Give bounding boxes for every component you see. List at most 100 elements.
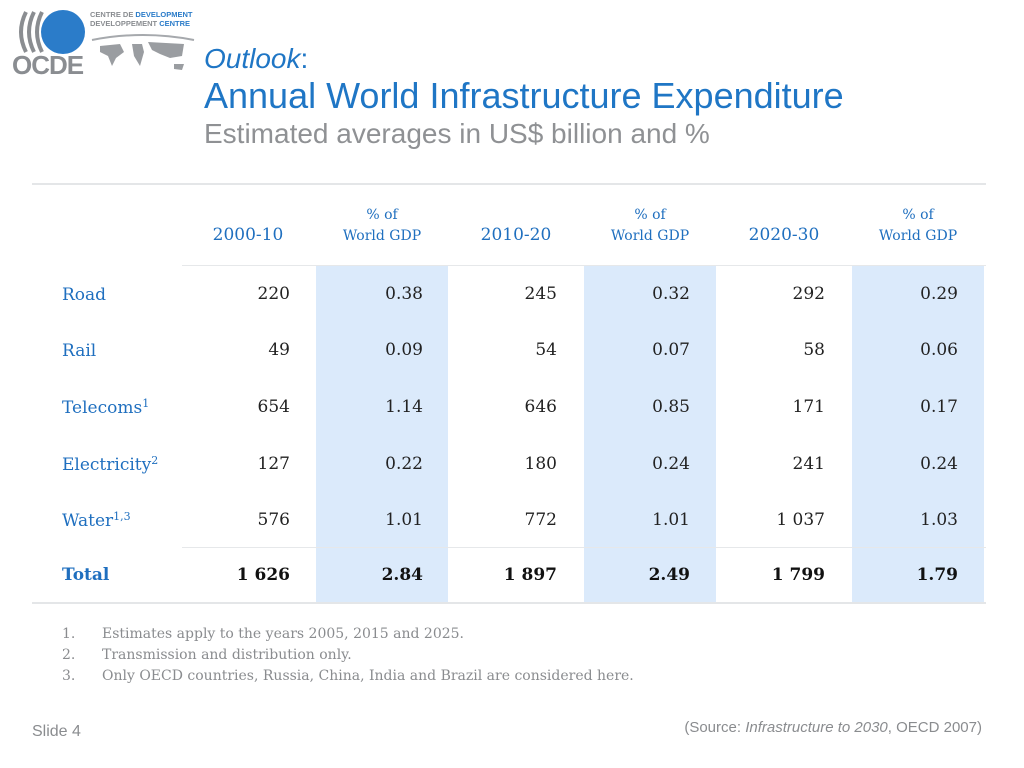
- logo-line1b: DEVELOPMENT: [135, 10, 193, 19]
- total-cell: 1 799: [771, 565, 825, 585]
- table-cell: 245: [524, 284, 557, 304]
- table-cell: 58: [803, 340, 825, 360]
- header-line2: World GDP: [610, 228, 690, 244]
- table-cell: 654: [257, 397, 290, 417]
- row-label-text: Electricity: [62, 455, 152, 475]
- total-cell: 1 626: [236, 565, 290, 585]
- table-cell: 0.09: [385, 340, 423, 360]
- total-row-label: Total: [62, 565, 109, 585]
- footnote: 3. Only OECD countries, Russia, China, In…: [62, 666, 634, 687]
- row-label-text: Rail: [62, 341, 97, 361]
- row-label: Telecoms1: [62, 397, 149, 418]
- table-cell: 0.07: [652, 340, 690, 360]
- row-label: Road: [62, 284, 106, 305]
- header-line2: World GDP: [878, 228, 958, 244]
- footnote-ref: 2: [151, 454, 159, 467]
- total-cell: 1.79: [916, 565, 958, 585]
- row-label-text: Total: [62, 565, 110, 585]
- row-label: Water1,3: [62, 510, 131, 531]
- oecd-circle-icon: [41, 10, 85, 54]
- table-cell: 0.32: [652, 284, 690, 304]
- table-cell: 180: [524, 454, 557, 474]
- total-cell: 1 897: [503, 565, 557, 585]
- footnote-ref: 1: [142, 397, 150, 410]
- table-cell: 646: [524, 397, 557, 417]
- table-cell: 0.06: [920, 340, 958, 360]
- total-cell: 2.49: [648, 565, 690, 585]
- source-title: Infrastructure to 2030: [745, 719, 888, 736]
- footnote-text: Transmission and distribution only.: [102, 647, 352, 663]
- table-cell: 171: [792, 397, 825, 417]
- row-label-text: Telecoms: [62, 398, 143, 418]
- column-header-pct-gdp: % of World GDP: [316, 205, 448, 247]
- header-line1: % of: [902, 207, 934, 223]
- table-cell: 772: [524, 510, 557, 530]
- column-header-pct-gdp: % of World GDP: [852, 205, 984, 247]
- table-cell: 49: [268, 340, 290, 360]
- table-cell: 54: [535, 340, 557, 360]
- table-cell: 0.29: [920, 284, 958, 304]
- table-cell: 1 037: [776, 510, 825, 530]
- row-label: Rail: [62, 340, 96, 361]
- row-label-text: Water: [62, 511, 114, 531]
- table-cell: 241: [792, 454, 825, 474]
- total-divider: [182, 547, 986, 548]
- table-cell: 1.01: [652, 510, 690, 530]
- table-cell: 0.22: [385, 454, 423, 474]
- table-cell: 1.01: [385, 510, 423, 530]
- slide-number: Slide 4: [32, 723, 81, 740]
- header-line2: World GDP: [342, 228, 422, 244]
- column-header-2010-20: 2010-20: [480, 225, 552, 245]
- footnote-text: Estimates apply to the years 2005, 2015 …: [102, 626, 464, 642]
- table-cell: 576: [257, 510, 290, 530]
- footnote-text: Only OECD countries, Russia, China, Indi…: [102, 668, 634, 684]
- row-label: Electricity2: [62, 454, 158, 475]
- bottom-divider: [32, 602, 986, 604]
- header-divider: [182, 265, 986, 266]
- oecd-development-centre-logo: OCDE CENTRE DE DEVELOPMENT DEVELOPPEMENT…: [8, 6, 198, 80]
- page-subtitle: Estimated averages in US$ billion and %: [204, 118, 710, 149]
- table-cell: 1.03: [920, 510, 958, 530]
- logo-centre-text: CENTRE DE DEVELOPMENT DEVELOPPEMENT CENT…: [90, 10, 193, 28]
- pct-column-highlight: [316, 266, 448, 603]
- page-title: Annual World Infrastructure Expenditure: [204, 75, 844, 116]
- source-prefix: (Source:: [684, 719, 746, 736]
- table-cell: 0.85: [652, 397, 690, 417]
- footnote-ref: 1,3: [113, 510, 131, 523]
- table-cell: 220: [257, 284, 290, 304]
- table-cell: 127: [257, 454, 290, 474]
- world-map-icon: [91, 34, 195, 70]
- logo-line2a: DEVELOPPEMENT: [90, 19, 160, 28]
- table-cell: 0.24: [920, 454, 958, 474]
- oecd-arcs-icon: [19, 11, 44, 53]
- pct-column-highlight: [584, 266, 716, 603]
- column-header-2000-10: 2000-10: [212, 225, 284, 245]
- title-colon: :: [300, 43, 309, 74]
- title-prefix: Outlook:: [204, 42, 844, 76]
- title-outlook: Outlook: [204, 43, 301, 74]
- header-line1: % of: [366, 207, 398, 223]
- column-header-pct-gdp: % of World GDP: [584, 205, 716, 247]
- footnote-number: 2.: [62, 647, 76, 663]
- footnote: 1. Estimates apply to the years 2005, 201…: [62, 624, 634, 645]
- source-citation: (Source: Infrastructure to 2030, OECD 20…: [684, 719, 982, 736]
- table-cell: 0.24: [652, 454, 690, 474]
- title-block: Outlook: Annual World Infrastructure Exp…: [204, 42, 844, 152]
- logo-line1a: CENTRE DE: [90, 10, 136, 19]
- header-line1: % of: [634, 207, 666, 223]
- pct-column-highlight: [852, 266, 984, 603]
- footnote-number: 1.: [62, 626, 76, 642]
- source-suffix: , OECD 2007): [887, 719, 982, 736]
- table-cell: 0.17: [920, 397, 958, 417]
- total-cell: 2.84: [381, 565, 423, 585]
- top-divider: [32, 183, 986, 185]
- footnotes: 1. Estimates apply to the years 2005, 201…: [62, 624, 634, 687]
- table-cell: 0.38: [385, 284, 423, 304]
- table-cell: 292: [792, 284, 825, 304]
- logo-line2b: CENTRE: [159, 19, 191, 28]
- footnote: 2. Transmission and distribution only.: [62, 645, 634, 666]
- row-label-text: Road: [62, 285, 107, 305]
- column-header-2020-30: 2020-30: [748, 225, 820, 245]
- logo-wordmark: OCDE: [12, 50, 84, 80]
- table-cell: 1.14: [385, 397, 423, 417]
